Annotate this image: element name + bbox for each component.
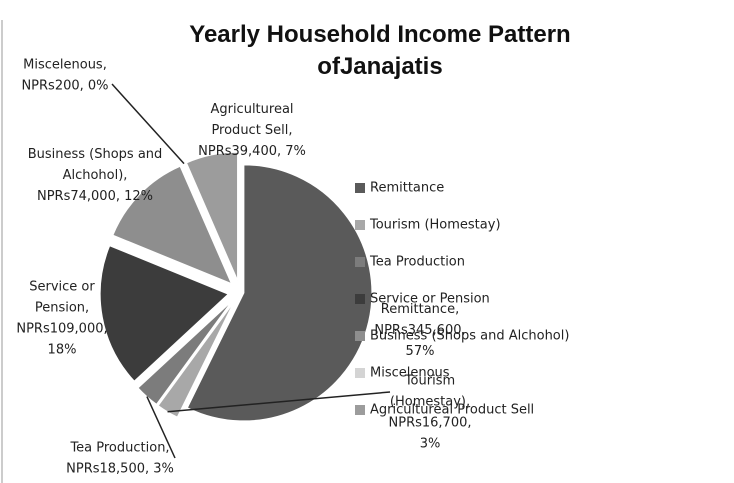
legend-label: Remittance: [370, 181, 444, 196]
legend-label: Miscelenous: [370, 366, 450, 381]
pie-slice: [137, 300, 233, 406]
legend-label: Tourism (Homestay): [369, 218, 501, 233]
legend-label: Tea Production: [369, 255, 465, 270]
legend-swatch: [355, 183, 365, 193]
legend-swatch: [355, 331, 365, 341]
leader-line: [167, 391, 391, 413]
leader-line: [111, 83, 185, 165]
pie-slice: [186, 164, 373, 422]
pie-slice: [112, 165, 233, 285]
data-label: Tea Production, NPRs18,500, 3%: [66, 440, 174, 476]
legend-swatch: [355, 405, 365, 415]
legend-swatch: [355, 294, 365, 304]
legend-swatch: [355, 220, 365, 230]
data-label: Remittance, NPRs345,600, 57%: [374, 302, 465, 359]
pie-slice: [99, 245, 230, 382]
data-label: Miscelenous, NPRs200, 0%: [21, 57, 108, 93]
legend-label: Service or Pension: [370, 292, 490, 307]
legend-label: Business (Shops and Alchohol): [370, 329, 569, 344]
data-label: Tourism (Homestay), NPRs16,700, 3%: [389, 373, 472, 451]
pie-slice: [185, 151, 239, 281]
legend-swatch: [355, 257, 365, 267]
data-label: Service or Pension, NPRs109,000, 18%: [16, 279, 107, 357]
legend-swatch: [355, 368, 365, 378]
legend-label: Agricultureal Product Sell: [370, 403, 534, 418]
data-label: Business (Shops and Alchohol), NPRs74,000,…: [28, 147, 163, 204]
leader-line: [146, 396, 176, 459]
data-label: Agricultureal Product Sell, NPRs39,400, 7%: [198, 102, 306, 159]
chart-title: Yearly Household Income Pattern ofJanajat…: [189, 21, 570, 80]
